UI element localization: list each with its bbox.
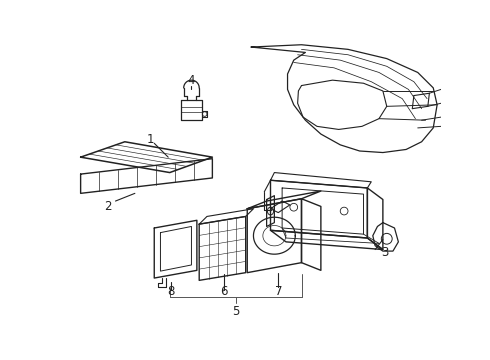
Text: 3: 3 (382, 246, 389, 259)
Text: 1: 1 (147, 133, 154, 146)
Text: 5: 5 (232, 305, 239, 318)
Text: 4: 4 (188, 74, 195, 87)
Text: 7: 7 (274, 285, 282, 298)
Text: 2: 2 (104, 200, 112, 213)
Text: 8: 8 (168, 285, 175, 298)
Text: 6: 6 (220, 285, 228, 298)
